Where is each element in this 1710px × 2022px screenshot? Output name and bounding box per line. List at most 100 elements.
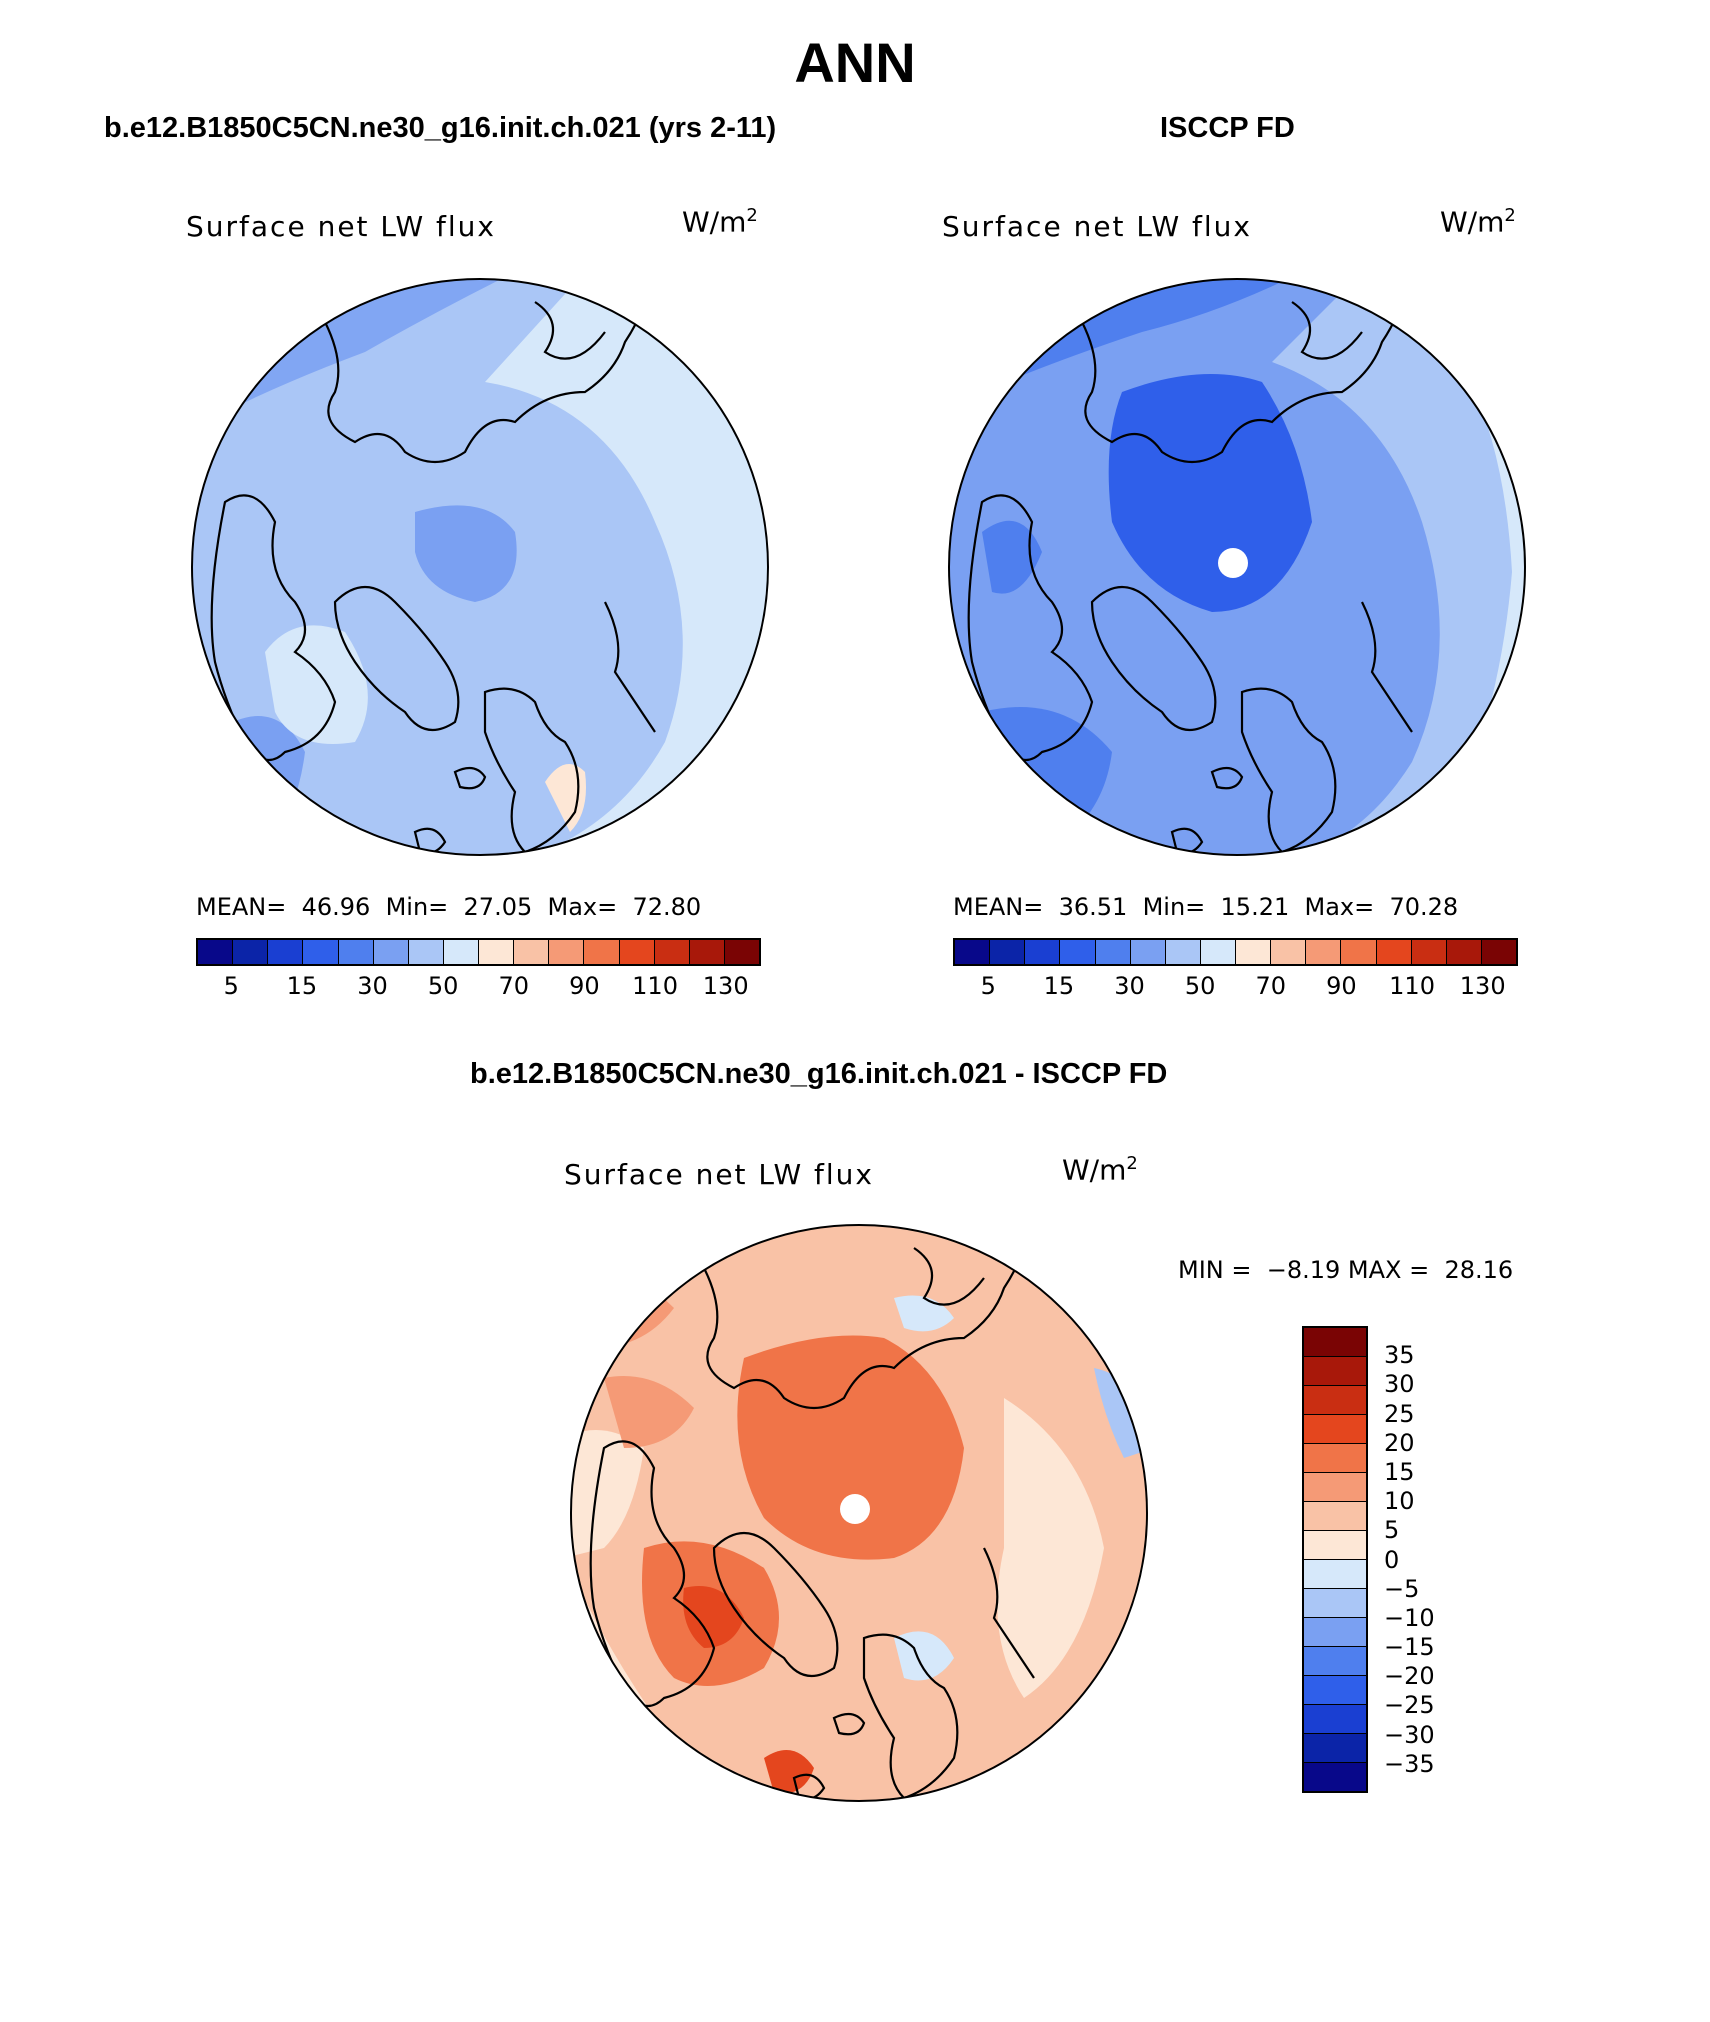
model-units: W/m2	[682, 205, 758, 238]
diff-map-warmfield-w	[604, 1376, 694, 1448]
colorbar-swatch	[1304, 1705, 1366, 1734]
colorbar-swatch	[1271, 940, 1307, 964]
obs-coastlines	[967, 279, 1414, 855]
colorbar-swatch	[990, 940, 1026, 964]
colorbar-swatch	[1025, 940, 1061, 964]
obs-units-sup: 2	[1504, 205, 1516, 226]
colorbar-tick-label: 20	[1384, 1428, 1415, 1457]
obs-polar-map	[948, 278, 1526, 856]
diff-map-warmfield-pole	[737, 1335, 964, 1560]
colorbar-tick-label: 110	[632, 972, 678, 1000]
obs-field-label: Surface net LW flux	[942, 210, 1252, 243]
colorbar-swatch	[1376, 940, 1412, 964]
model-colorbar-ticks: 5 15 30 50 70 90 110 130	[196, 972, 761, 1002]
colorbar-swatch	[233, 940, 269, 964]
colorbar-tick-label: 5	[1384, 1516, 1400, 1545]
colorbar-swatch	[654, 940, 690, 964]
colorbar-swatch	[1411, 940, 1447, 964]
colorbar-swatch	[1304, 1473, 1366, 1502]
colorbar-tick-label: 15	[1384, 1457, 1415, 1486]
colorbar-swatch	[479, 940, 515, 964]
diff-colorbar	[1302, 1326, 1368, 1793]
colorbar-swatch	[1304, 1560, 1366, 1589]
colorbar-swatch	[1304, 1357, 1366, 1386]
colorbar-tick-label: 130	[1459, 972, 1506, 1000]
colorbar-tick-label: 30	[357, 972, 388, 1000]
colorbar-swatch	[338, 940, 374, 964]
colorbar-swatch	[1304, 1444, 1366, 1473]
colorbar-tick-label: 70	[1255, 972, 1287, 1000]
colorbar-swatch	[1304, 1647, 1366, 1676]
colorbar-tick-label: 15	[1043, 972, 1075, 1000]
diff-map-palefield-east	[997, 1398, 1104, 1698]
diff-polar-map	[570, 1224, 1148, 1802]
colorbar-swatch	[1304, 1618, 1366, 1647]
model-units-text: W/m	[682, 205, 747, 239]
diff-stats: MIN = −8.19 MAX = 28.16	[1178, 1256, 1514, 1284]
colorbar-tick-label: 90	[569, 972, 600, 1000]
colorbar-swatch	[1200, 940, 1236, 964]
colorbar-swatch	[408, 940, 444, 964]
colorbar-tick-label: 130	[702, 972, 749, 1000]
colorbar-tick-label: −35	[1384, 1749, 1435, 1778]
colorbar-tick-label: −10	[1384, 1603, 1435, 1632]
diff-units: W/m2	[1062, 1153, 1138, 1186]
model-map-darkfield-atlantic	[192, 716, 305, 855]
diff-coastlines	[589, 1225, 1036, 1801]
model-map-warmspot-ne	[725, 279, 768, 412]
obs-colorbar	[953, 938, 1518, 966]
colorbar-swatch	[1304, 1734, 1366, 1763]
main-title: ANN	[794, 31, 916, 94]
colorbar-swatch	[689, 940, 725, 964]
colorbar-tick-label: 30	[1114, 972, 1145, 1000]
colorbar-swatch	[955, 940, 991, 964]
colorbar-swatch	[619, 940, 655, 964]
obs-map-border	[948, 278, 1526, 856]
model-map-warmspot-s	[545, 764, 586, 832]
colorbar-tick-label: 5	[223, 972, 239, 1000]
model-stats: MEAN= 46.96 Min= 27.05 Max= 72.80	[196, 893, 702, 921]
obs-map-pole-hole	[1218, 548, 1248, 578]
diff-map-hotspot-s	[764, 1750, 814, 1794]
colorbar-swatch	[1306, 940, 1342, 964]
obs-stats: MEAN= 36.51 Min= 15.21 Max= 70.28	[953, 893, 1459, 921]
colorbar-tick-label: 50	[427, 972, 459, 1000]
colorbar-tick-label: −30	[1384, 1720, 1435, 1749]
colorbar-swatch	[1236, 940, 1272, 964]
diff-units-text: W/m	[1062, 1153, 1127, 1187]
model-map-greenland-field	[265, 625, 368, 744]
obs-map-lightfield-east	[1272, 279, 1525, 855]
model-map-border	[191, 278, 769, 856]
colorbar-tick-label: 0	[1384, 1545, 1400, 1574]
colorbar-swatch	[549, 940, 585, 964]
colorbar-tick-label: 15	[286, 972, 318, 1000]
colorbar-swatch	[1130, 940, 1166, 964]
colorbar-swatch	[1446, 940, 1482, 964]
obs-units-text: W/m	[1440, 205, 1505, 239]
colorbar-swatch	[1165, 940, 1201, 964]
obs-map-darkfield-west	[982, 520, 1042, 594]
colorbar-tick-label: 25	[1384, 1399, 1415, 1428]
colorbar-swatch	[198, 940, 234, 964]
colorbar-swatch	[1304, 1531, 1366, 1560]
colorbar-swatch	[584, 940, 620, 964]
colorbar-swatch	[724, 940, 759, 964]
obs-panel-title: ISCCP FD	[1160, 112, 1295, 144]
colorbar-swatch	[1304, 1415, 1366, 1444]
colorbar-swatch	[1304, 1502, 1366, 1531]
colorbar-tick-label: 90	[1326, 972, 1357, 1000]
diff-map-border	[570, 1224, 1148, 1802]
diff-colorbar-ticks: 35 30 25 20 15 10 5 0 −5 −10 −15 −20 −25 −30 −35	[1384, 1326, 1464, 1793]
colorbar-swatch	[1304, 1763, 1366, 1791]
diff-map-pole-hole	[840, 1494, 870, 1524]
obs-colorbar-ticks: 5 15 30 50 70 90 110 130	[953, 972, 1518, 1002]
model-colorbar	[196, 938, 761, 966]
diff-field-label: Surface net LW flux	[564, 1158, 874, 1191]
obs-map-darkfield-atlantic	[949, 707, 1112, 855]
model-coastlines	[210, 279, 657, 855]
colorbar-tick-label: 35	[1384, 1341, 1415, 1370]
obs-map-warmspot-ne	[1487, 279, 1525, 432]
colorbar-swatch	[268, 940, 304, 964]
colorbar-tick-label: 70	[498, 972, 530, 1000]
colorbar-swatch	[1481, 940, 1516, 964]
